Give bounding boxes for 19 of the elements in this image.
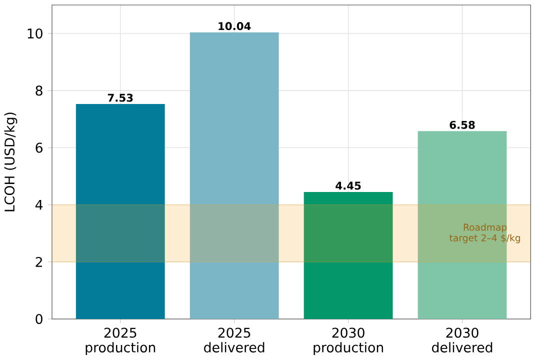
y-tick-label: 6 [36,142,42,153]
x-tick-label: 2030 delivered [432,328,492,352]
bar [304,192,393,319]
y-tick-label: 2 [36,256,42,267]
y-tick-label: 4 [35,200,43,210]
data-label: 4.45 [336,182,361,190]
data-label: 7.53 [108,94,133,102]
bar [76,104,165,319]
y-tick-label: 0 [36,314,42,324]
bar [190,32,279,319]
data-label: 10.04 [218,22,251,30]
y-tick-label: 8 [36,86,42,96]
y-axis-title: LCOH (USD/kg) [4,112,18,212]
x-tick-label: 2025 production [86,328,156,356]
x-tick-label: 2030 production [314,328,384,356]
data-label: 6.58 [450,120,475,129]
y-tick-label: 10 [28,28,42,39]
x-tick-label: 2025 delivered [204,328,264,352]
band-label: Roadmap target 2–4 $/kg [450,224,520,244]
